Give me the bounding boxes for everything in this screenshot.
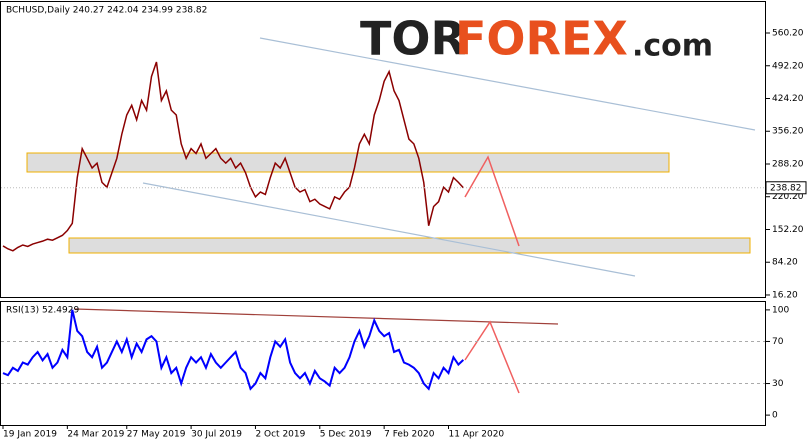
rsi-header: RSI(13) 52.4929 xyxy=(6,306,79,316)
x-tick-label: 11 Apr 2020 xyxy=(449,430,505,440)
y-tick-label: 0 xyxy=(772,411,778,421)
forecast-arrow xyxy=(464,320,520,394)
x-tick-label: 7 Feb 2020 xyxy=(384,430,435,440)
y-tick-label: 152.20 xyxy=(772,225,804,235)
forecast-arrow xyxy=(464,155,520,247)
y-tick-label: 70 xyxy=(772,337,784,347)
resistance-zone xyxy=(26,152,670,173)
watermark-domain: .com xyxy=(632,29,713,64)
channel-line xyxy=(259,37,756,131)
x-tick-label: 5 Dec 2019 xyxy=(320,430,372,440)
x-tick-label: 30 Jul 2019 xyxy=(191,430,242,440)
y-tick-label: 220.20 xyxy=(772,192,804,202)
y-tick-label: 560.20 xyxy=(772,29,804,39)
price-line xyxy=(2,61,464,252)
watermark-brand: TOR xyxy=(360,12,466,66)
watermark-highlight: FOREX xyxy=(455,12,628,66)
x-tick-label: 24 Mar 2019 xyxy=(67,430,124,440)
y-tick-label: 100 xyxy=(772,305,789,315)
x-tick-label: 19 Jan 2019 xyxy=(3,430,57,440)
support-zone xyxy=(68,237,751,254)
rsi-panel xyxy=(0,301,766,426)
y-tick-label: 492.20 xyxy=(772,61,804,71)
channel-line xyxy=(142,182,636,277)
y-tick-label: 16.20 xyxy=(772,290,798,300)
x-tick-label: 27 May 2019 xyxy=(127,430,186,440)
price-header: BCHUSD,Daily 240.27 242.04 234.99 238.82 xyxy=(6,6,207,16)
last-price-label: 238.82 xyxy=(770,183,802,193)
y-tick-label: 288.20 xyxy=(772,159,804,169)
rsi-trendline xyxy=(74,308,559,325)
y-tick-label: 84.20 xyxy=(772,258,798,268)
y-tick-label: 424.20 xyxy=(772,94,804,104)
last-price-box xyxy=(765,181,807,195)
x-tick-label: 2 Oct 2019 xyxy=(255,430,305,440)
price-line xyxy=(2,309,465,391)
y-tick-label: 30 xyxy=(772,379,784,389)
y-tick-label: 356.20 xyxy=(772,127,804,137)
